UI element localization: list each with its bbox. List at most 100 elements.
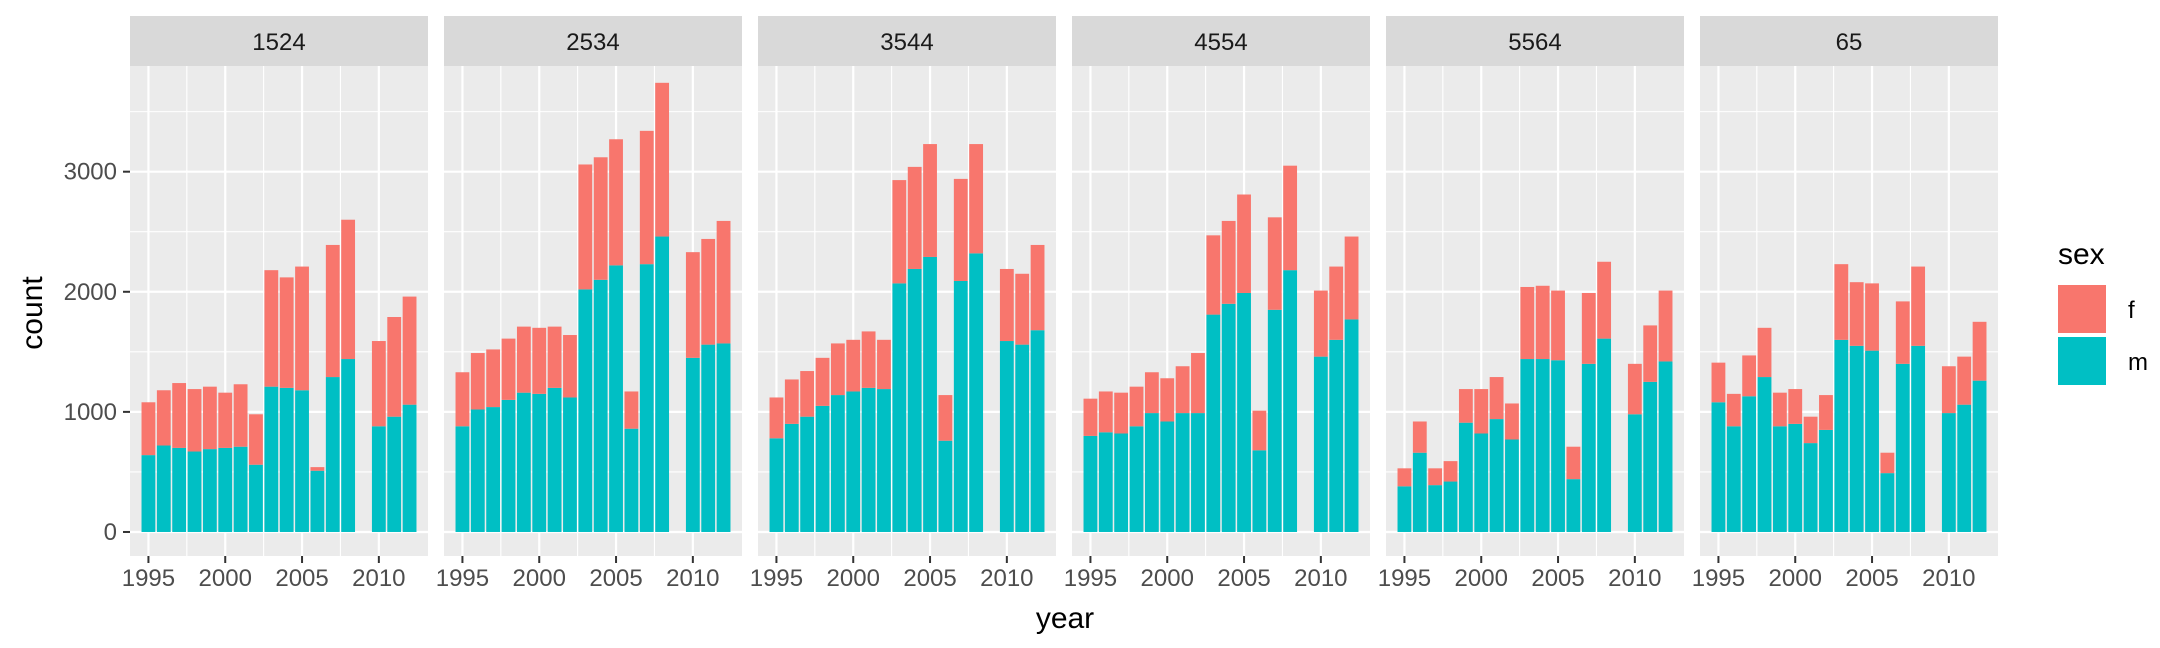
x-tick-label: 2010 [352, 565, 405, 592]
bar-f-3544-2005 [923, 144, 937, 257]
bar-m-65-2004 [1849, 345, 1864, 532]
facet-strip-label: 1524 [252, 29, 305, 56]
bar-f-3544-2007 [953, 178, 968, 281]
bar-f-2534-1999 [516, 326, 531, 393]
bar-m-3544-1998 [815, 405, 830, 532]
bar-m-65-1998 [1757, 377, 1772, 532]
y-axis: 0 1000 2000 3000 [64, 159, 130, 546]
x-tick-label: 2010 [1608, 565, 1661, 592]
bar-m-4554-2002 [1191, 413, 1205, 532]
bar-m-65-2011 [1957, 404, 1972, 532]
bar-f-2534-1997 [486, 349, 501, 408]
y-axis-title: count [16, 276, 49, 350]
bar-f-3544-2004 [907, 166, 922, 269]
bar-f-5564-2006 [1566, 446, 1581, 480]
bar-m-2534-2007 [639, 264, 654, 532]
bar-f-5564-2000 [1474, 389, 1489, 434]
x-tick-label: 2010 [666, 565, 719, 592]
bar-f-3544-1999 [830, 343, 845, 396]
bar-f-3544-1997 [800, 371, 815, 417]
bar-m-5564-1999 [1458, 422, 1473, 532]
bar-f-4554-1999 [1144, 372, 1159, 414]
bar-m-3544-2004 [907, 268, 922, 532]
bar-f-5564-2012 [1658, 290, 1673, 362]
bar-f-5564-2004 [1535, 285, 1550, 360]
bar-m-1524-2011 [387, 416, 402, 532]
x-tick-label: 2005 [1531, 565, 1584, 592]
bar-f-1524-2008 [341, 219, 356, 360]
bar-m-1524-1996 [156, 445, 171, 532]
bar-m-5564-1997 [1428, 485, 1443, 532]
bar-m-4554-2004 [1221, 303, 1236, 532]
legend-key-m [2058, 337, 2106, 385]
bar-f-5564-2001 [1489, 377, 1504, 420]
bar-f-1524-1997 [172, 383, 187, 448]
bar-f-2534-2008 [655, 82, 670, 237]
facet-panel-1524: 1524 1995 2000 2005 2010 [122, 16, 428, 592]
facet-panel-4554: 4554 1995 2000 2005 2010 [1064, 16, 1370, 592]
bar-m-1524-2012 [402, 404, 417, 532]
bar-f-3544-1995 [769, 397, 784, 439]
bar-f-65-2005 [1865, 283, 1879, 351]
bar-m-65-2000 [1788, 423, 1803, 532]
x-tick-label: 1995 [436, 565, 489, 592]
bar-f-5564-2007 [1581, 292, 1596, 364]
x-tick-label: 2010 [1294, 565, 1347, 592]
x-tick-label: 2005 [1845, 565, 1898, 592]
y-tick-label: 1000 [64, 399, 117, 426]
bar-f-2534-2003 [578, 164, 593, 290]
x-tick-label: 2010 [1922, 565, 1975, 592]
x-tick-label: 2010 [980, 565, 1033, 592]
facet-panel-3544: 3544 1995 2000 2005 2010 [750, 16, 1056, 592]
bar-m-3544-1996 [784, 423, 799, 532]
facet-strip-label: 65 [1836, 29, 1863, 56]
facet-strip [758, 16, 1056, 66]
x-tick-label: 1995 [1064, 565, 1117, 592]
bar-f-2534-1998 [501, 338, 516, 400]
bar-f-2534-2007 [639, 130, 654, 265]
y-tick-label: 3000 [64, 159, 117, 186]
bar-m-5564-2004 [1535, 359, 1550, 532]
bar-m-4554-2006 [1252, 450, 1267, 532]
bar-m-1524-2007 [325, 377, 340, 532]
facet-strip-label: 4554 [1194, 29, 1247, 56]
bar-f-65-1996 [1726, 393, 1741, 427]
facet-strip [1386, 16, 1684, 66]
bar-f-65-2001 [1803, 416, 1818, 444]
bar-f-2534-2005 [609, 139, 623, 266]
bar-m-5564-2001 [1489, 419, 1504, 532]
bar-m-1524-2010 [371, 426, 386, 532]
bar-m-4554-2007 [1267, 309, 1282, 532]
bar-m-5564-2000 [1474, 433, 1489, 532]
bar-f-1524-2004 [279, 277, 294, 388]
bar-f-2534-2001 [547, 326, 562, 388]
x-tick-label: 2005 [275, 565, 328, 592]
bar-f-4554-1997 [1114, 392, 1129, 434]
bar-m-4554-2001 [1175, 413, 1190, 532]
bar-m-2534-2005 [609, 265, 623, 532]
bar-f-1524-1996 [156, 390, 171, 446]
bar-f-1524-2010 [371, 341, 386, 427]
bar-m-4554-2003 [1206, 314, 1221, 532]
bar-f-5564-1998 [1443, 461, 1458, 482]
bar-m-5564-2008 [1597, 338, 1612, 532]
legend-title: sex [2058, 238, 2105, 271]
bar-m-65-2007 [1895, 363, 1910, 532]
x-tick-label: 2005 [1217, 565, 1270, 592]
bar-m-2534-1996 [470, 409, 485, 532]
bar-f-4554-2000 [1160, 378, 1175, 422]
bar-m-2534-2008 [655, 236, 670, 532]
bar-f-4554-1998 [1129, 386, 1144, 427]
bar-m-3544-1997 [800, 416, 815, 532]
bar-f-3544-1996 [784, 379, 799, 424]
bar-m-3544-2001 [861, 387, 876, 532]
bar-m-4554-1998 [1129, 426, 1144, 532]
bar-f-65-1998 [1757, 327, 1772, 378]
legend-key-f [2058, 285, 2106, 333]
bar-m-3544-2006 [938, 440, 953, 532]
bar-m-5564-2010 [1627, 414, 1642, 532]
bar-m-65-2002 [1819, 429, 1833, 532]
bar-m-4554-2012 [1344, 319, 1359, 532]
bar-f-5564-2008 [1597, 261, 1612, 339]
